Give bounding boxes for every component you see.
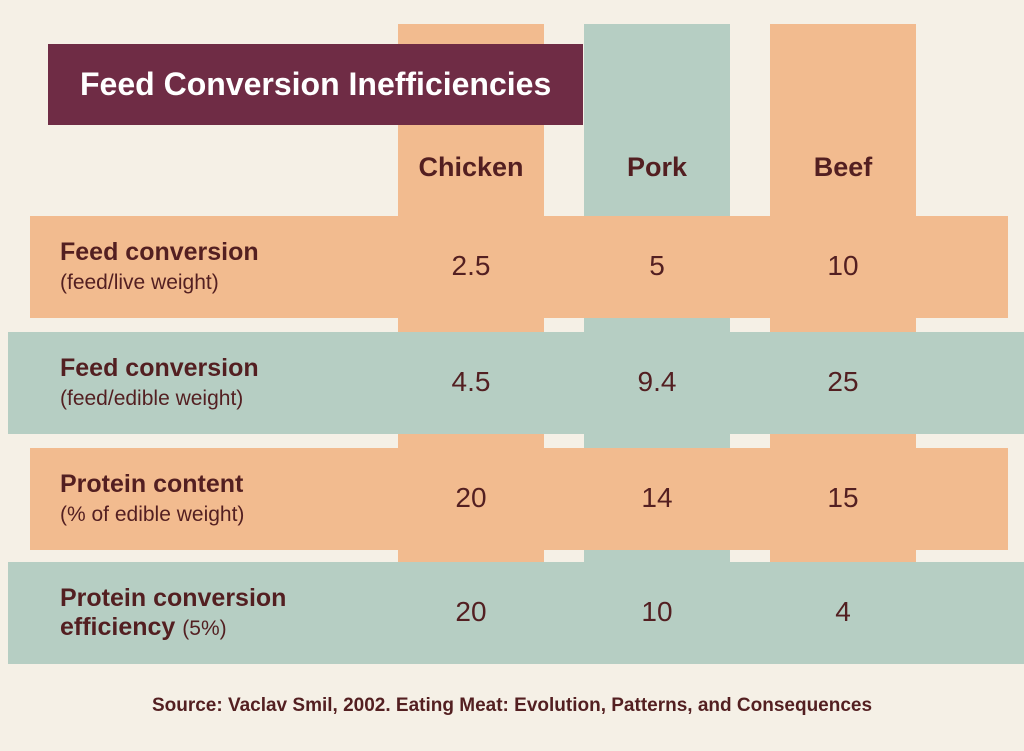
- cell-value: 9.4: [597, 366, 717, 398]
- row-label: Protein conversion efficiency (5%): [60, 584, 370, 642]
- col-header-pork: Pork: [577, 152, 737, 183]
- source-line: Source: Vaclav Smil, 2002. Eating Meat: …: [0, 695, 1024, 717]
- cell-value: 10: [597, 596, 717, 628]
- row-label: Feed conversion (feed/live weight): [60, 238, 370, 296]
- cell-value: 4.5: [411, 366, 531, 398]
- chart-title: Feed Conversion Inefficiencies: [48, 44, 583, 125]
- cell-value: 2.5: [411, 250, 531, 282]
- cell-value: 20: [411, 596, 531, 628]
- row-label: Protein content (% of edible weight): [60, 470, 370, 528]
- cell-value: 10: [783, 250, 903, 282]
- col-header-beef: Beef: [763, 152, 923, 183]
- row-label: Feed conversion (feed/edible weight): [60, 354, 370, 412]
- cell-value: 14: [597, 482, 717, 514]
- cell-value: 20: [411, 482, 531, 514]
- cell-value: 15: [783, 482, 903, 514]
- cell-value: 25: [783, 366, 903, 398]
- cell-value: 5: [597, 250, 717, 282]
- col-header-chicken: Chicken: [391, 152, 551, 183]
- cell-value: 4: [783, 596, 903, 628]
- feed-conversion-table: Feed Conversion Inefficiencies Chicken P…: [0, 0, 1024, 751]
